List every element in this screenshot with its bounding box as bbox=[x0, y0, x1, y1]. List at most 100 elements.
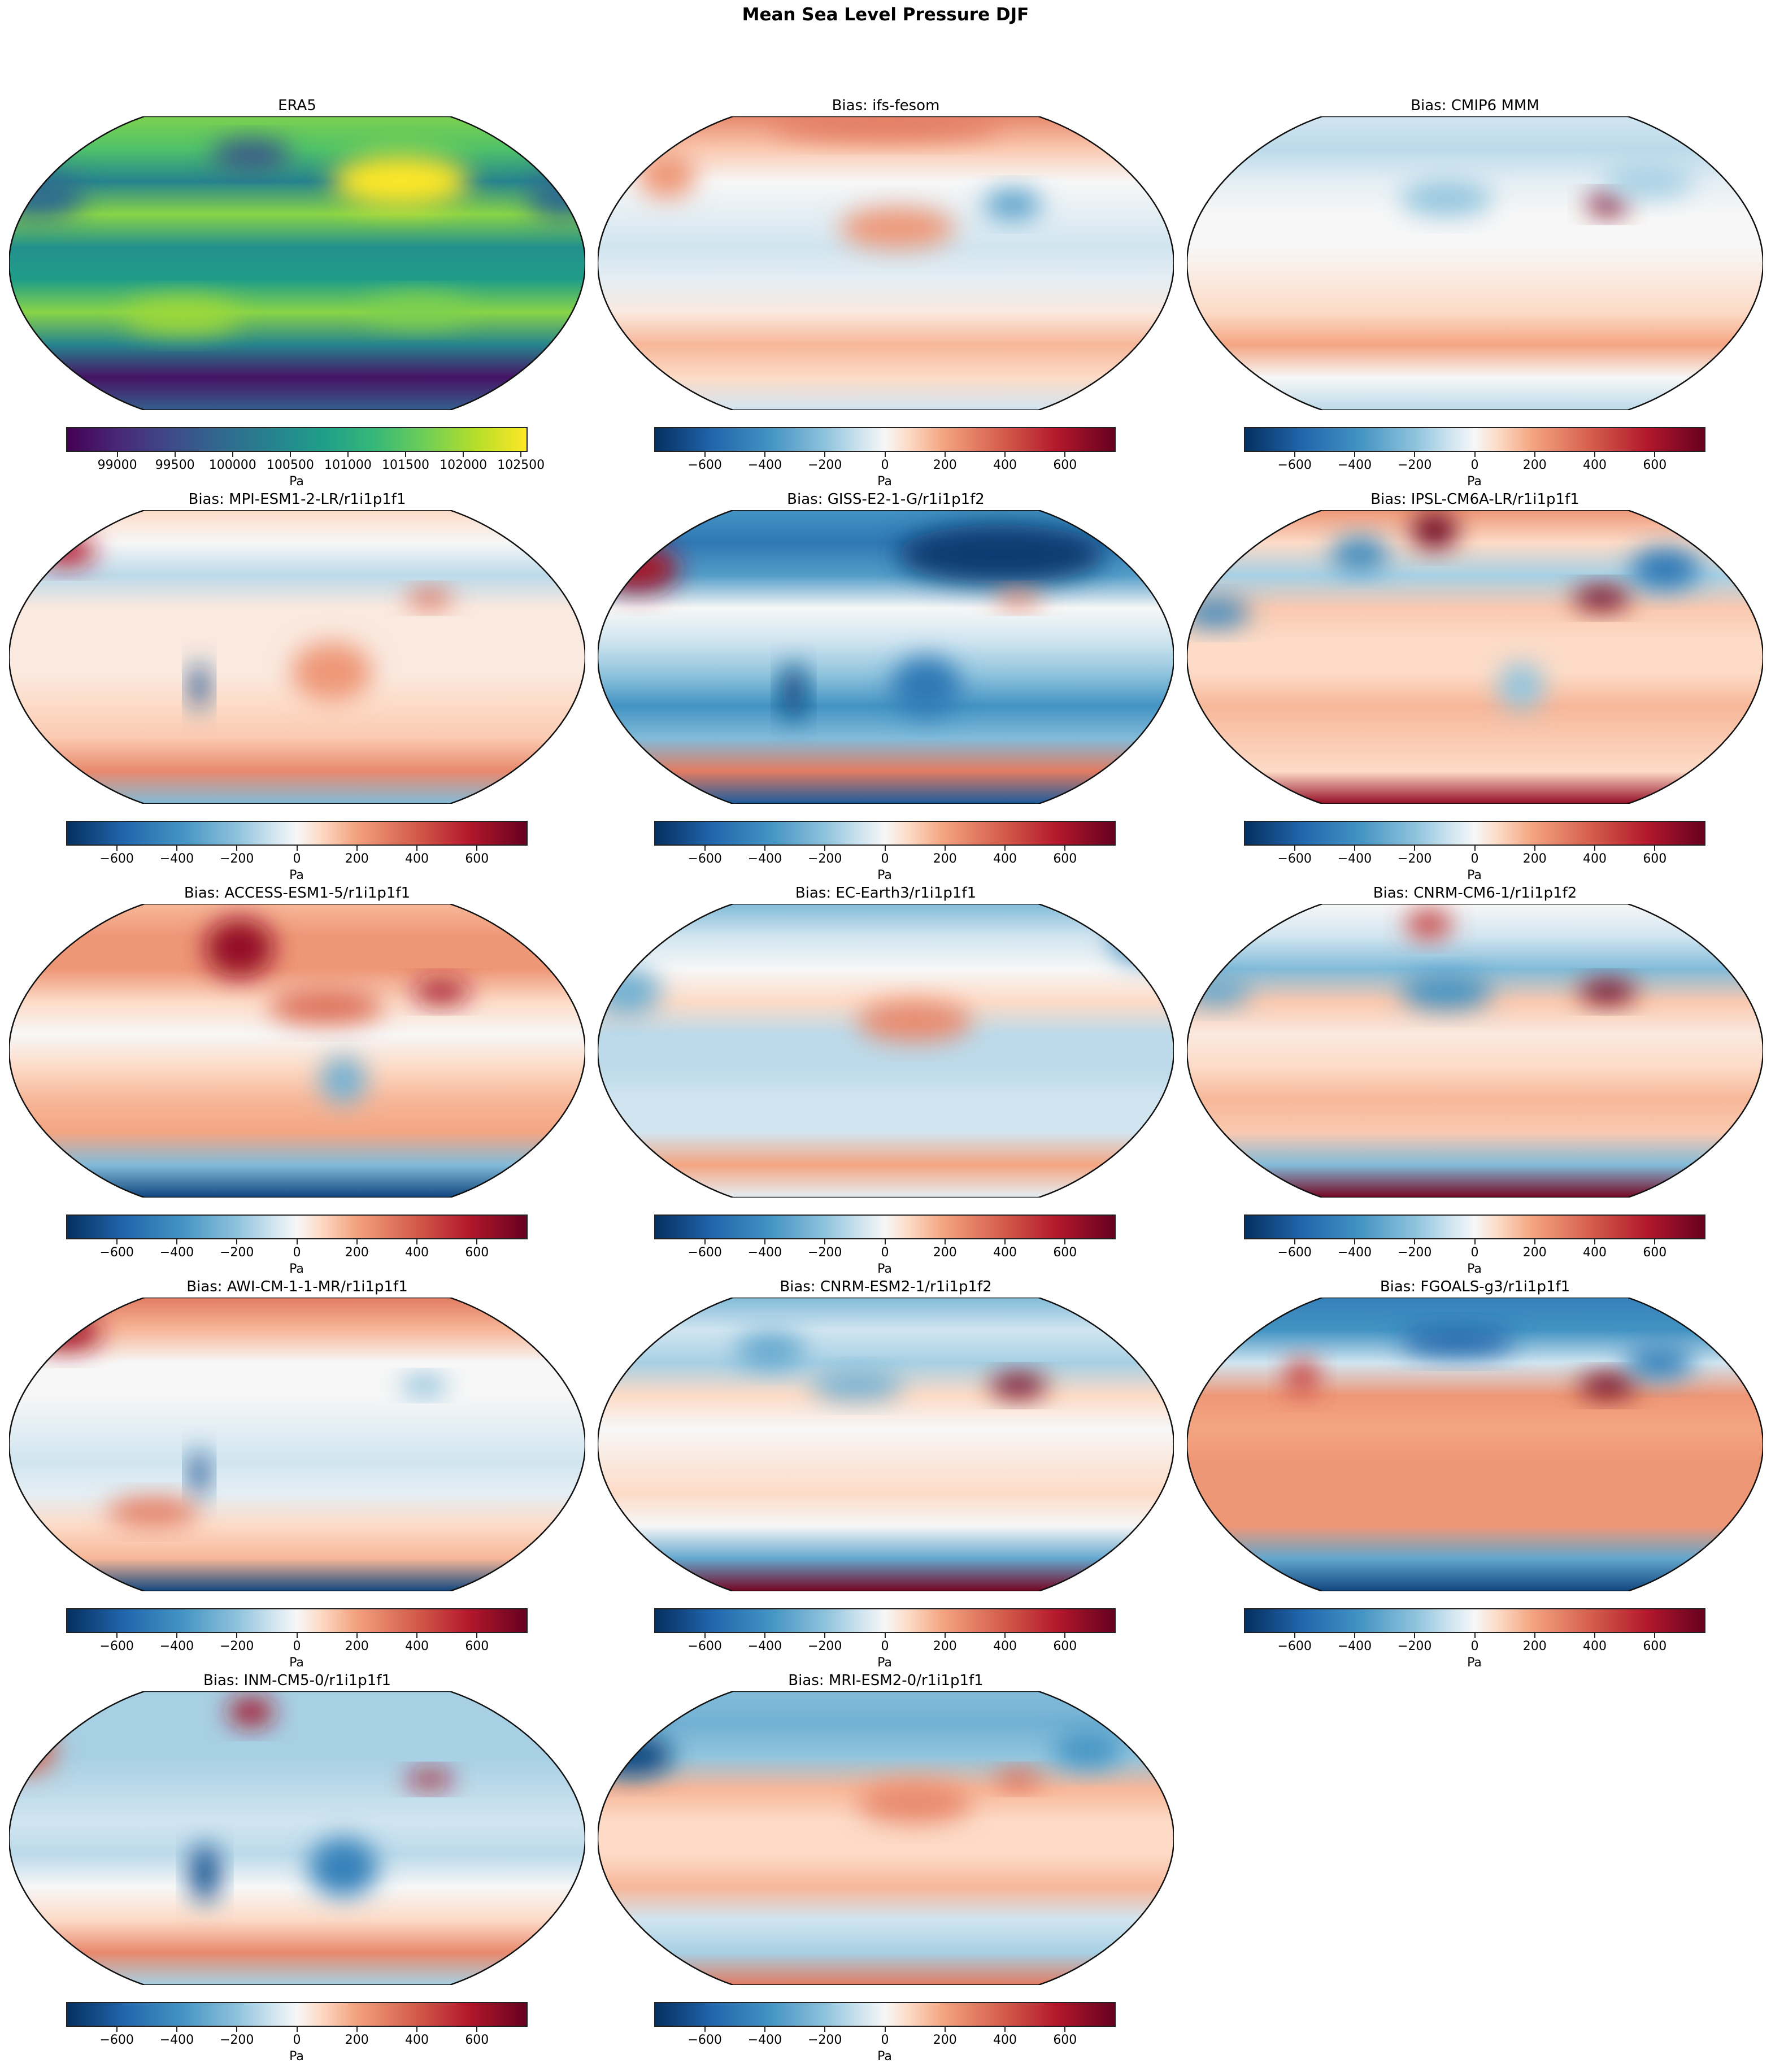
colorbar-tick bbox=[1654, 1239, 1656, 1244]
colorbar-tick bbox=[1004, 452, 1006, 457]
colorbar-tick bbox=[405, 452, 407, 457]
colorbar-tick bbox=[1354, 846, 1355, 851]
map-plot bbox=[1187, 510, 1763, 804]
field-anomaly bbox=[1400, 974, 1492, 1010]
field-anomaly bbox=[857, 1782, 972, 1823]
colorbar-tick-label: 0 bbox=[1470, 852, 1479, 866]
colorbar-tick-label: 0 bbox=[1470, 458, 1479, 472]
colorbar-tick bbox=[1534, 846, 1535, 851]
map-plot bbox=[9, 1691, 585, 1985]
colorbar-tick bbox=[296, 2027, 298, 2032]
colorbar-tick bbox=[416, 846, 418, 851]
colorbar-tick bbox=[463, 452, 464, 457]
colorbar-tick-label: 600 bbox=[1053, 852, 1077, 866]
colorbar-tick-label: 0 bbox=[293, 1246, 301, 1260]
colorbar-tick-label: 600 bbox=[465, 2033, 489, 2047]
field-anomaly bbox=[406, 589, 453, 607]
field-anomaly bbox=[736, 1333, 806, 1368]
panel-title: Bias: CNRM-CM6-1/r1i1p1f2 bbox=[1373, 885, 1577, 902]
map-plot bbox=[598, 904, 1174, 1198]
colorbar-tick-label: −400 bbox=[747, 2033, 782, 2047]
colorbar-tick bbox=[1294, 452, 1295, 457]
colorbar-tick-label: 101500 bbox=[382, 458, 430, 472]
colorbar-tick bbox=[356, 1239, 358, 1244]
colorbar-tick-label: −600 bbox=[687, 1246, 722, 1260]
colorbar-tick-label: 600 bbox=[1053, 2033, 1077, 2047]
colorbar-tick-label: −400 bbox=[1337, 852, 1372, 866]
colorbar-tick-label: −600 bbox=[1277, 458, 1312, 472]
colorbar-tick bbox=[116, 452, 118, 457]
colorbar-tick-label: −400 bbox=[747, 1246, 782, 1260]
colorbar-tick-label: 100000 bbox=[208, 458, 256, 472]
colorbar-tick bbox=[704, 1633, 706, 1638]
colorbar-tick bbox=[1474, 452, 1476, 457]
colorbar-tick-label: 0 bbox=[293, 1639, 301, 1653]
colorbar-tick-label: 102500 bbox=[497, 458, 545, 472]
colorbar-label: Pa bbox=[877, 2049, 892, 2064]
colorbar-tick-label: 600 bbox=[1643, 1639, 1667, 1653]
colorbar-tick-label: −600 bbox=[99, 852, 134, 866]
colorbar-tick-label: 0 bbox=[293, 852, 301, 866]
colorbar-tick-label: −400 bbox=[1337, 1246, 1372, 1260]
field-anomaly bbox=[782, 663, 806, 722]
colorbar-tick-label: −200 bbox=[808, 1246, 842, 1260]
map-plot bbox=[598, 1298, 1174, 1591]
colorbar-label: Pa bbox=[289, 475, 304, 489]
colorbar-tick bbox=[1414, 846, 1416, 851]
colorbar-tick bbox=[884, 846, 886, 851]
map-outline bbox=[598, 904, 1174, 1198]
field-anomaly bbox=[1578, 980, 1637, 1004]
colorbar-tick bbox=[824, 2027, 826, 2032]
colorbar-tick bbox=[1654, 1633, 1656, 1638]
colorbar-tick bbox=[476, 846, 478, 851]
colorbar-tick-label: 600 bbox=[465, 852, 489, 866]
colorbar-tick-label: 99500 bbox=[155, 458, 195, 472]
colorbar-tick bbox=[884, 452, 886, 457]
colorbar-tick-label: −600 bbox=[1277, 852, 1312, 866]
colorbar-label: Pa bbox=[877, 1262, 892, 1276]
colorbar-tick-label: −200 bbox=[1398, 458, 1432, 472]
colorbar-label: Pa bbox=[289, 2049, 304, 2064]
colorbar-tick bbox=[296, 846, 298, 851]
field-anomaly bbox=[1630, 548, 1700, 590]
colorbar-tick-label: 0 bbox=[881, 458, 889, 472]
colorbar-tick bbox=[1354, 452, 1355, 457]
map-plot bbox=[9, 1298, 585, 1591]
colorbar-tick-label: −200 bbox=[808, 2033, 842, 2047]
panel-title: Bias: ifs-fesom bbox=[832, 97, 940, 114]
panel-title: Bias: ACCESS-ESM1-5/r1i1p1f1 bbox=[184, 885, 411, 902]
map-plot bbox=[1187, 116, 1763, 410]
colorbar-tick bbox=[176, 846, 177, 851]
colorbar-tick-label: −400 bbox=[747, 458, 782, 472]
field-anomaly bbox=[1587, 194, 1628, 215]
colorbar-tick bbox=[944, 2027, 946, 2032]
colorbar-tick-label: −200 bbox=[1398, 1639, 1432, 1653]
field-anomaly bbox=[598, 545, 678, 593]
panel-title: ERA5 bbox=[278, 97, 316, 114]
colorbar-tick-label: 99000 bbox=[97, 458, 137, 472]
colorbar-tick bbox=[824, 846, 826, 851]
colorbar bbox=[654, 2002, 1116, 2027]
field-background bbox=[1187, 904, 1763, 1198]
field-anomaly bbox=[1578, 1374, 1637, 1398]
field-anomaly bbox=[38, 536, 95, 566]
colorbar-tick bbox=[944, 1239, 946, 1244]
colorbar-tick-label: 400 bbox=[993, 1639, 1017, 1653]
colorbar-tick-label: 400 bbox=[1583, 1246, 1607, 1260]
colorbar-tick-label: 400 bbox=[993, 1246, 1017, 1260]
colorbar-tick bbox=[944, 1633, 946, 1638]
colorbar-tick-label: 0 bbox=[1470, 1246, 1479, 1260]
colorbar bbox=[1244, 1608, 1705, 1633]
field-background bbox=[9, 904, 585, 1198]
colorbar-tick bbox=[944, 846, 946, 851]
field-anomaly bbox=[401, 1377, 447, 1395]
colorbar bbox=[654, 821, 1116, 846]
colorbar-tick bbox=[416, 1239, 418, 1244]
field-background bbox=[598, 1298, 1174, 1591]
colorbar-tick-label: −600 bbox=[687, 1639, 722, 1653]
colorbar-tick bbox=[1354, 1633, 1355, 1638]
field-background bbox=[9, 116, 585, 410]
colorbar-tick bbox=[176, 1633, 177, 1638]
panel-title: Bias: MPI-ESM1-2-LR/r1i1p1f1 bbox=[188, 491, 406, 508]
field-anomaly bbox=[1411, 513, 1458, 549]
